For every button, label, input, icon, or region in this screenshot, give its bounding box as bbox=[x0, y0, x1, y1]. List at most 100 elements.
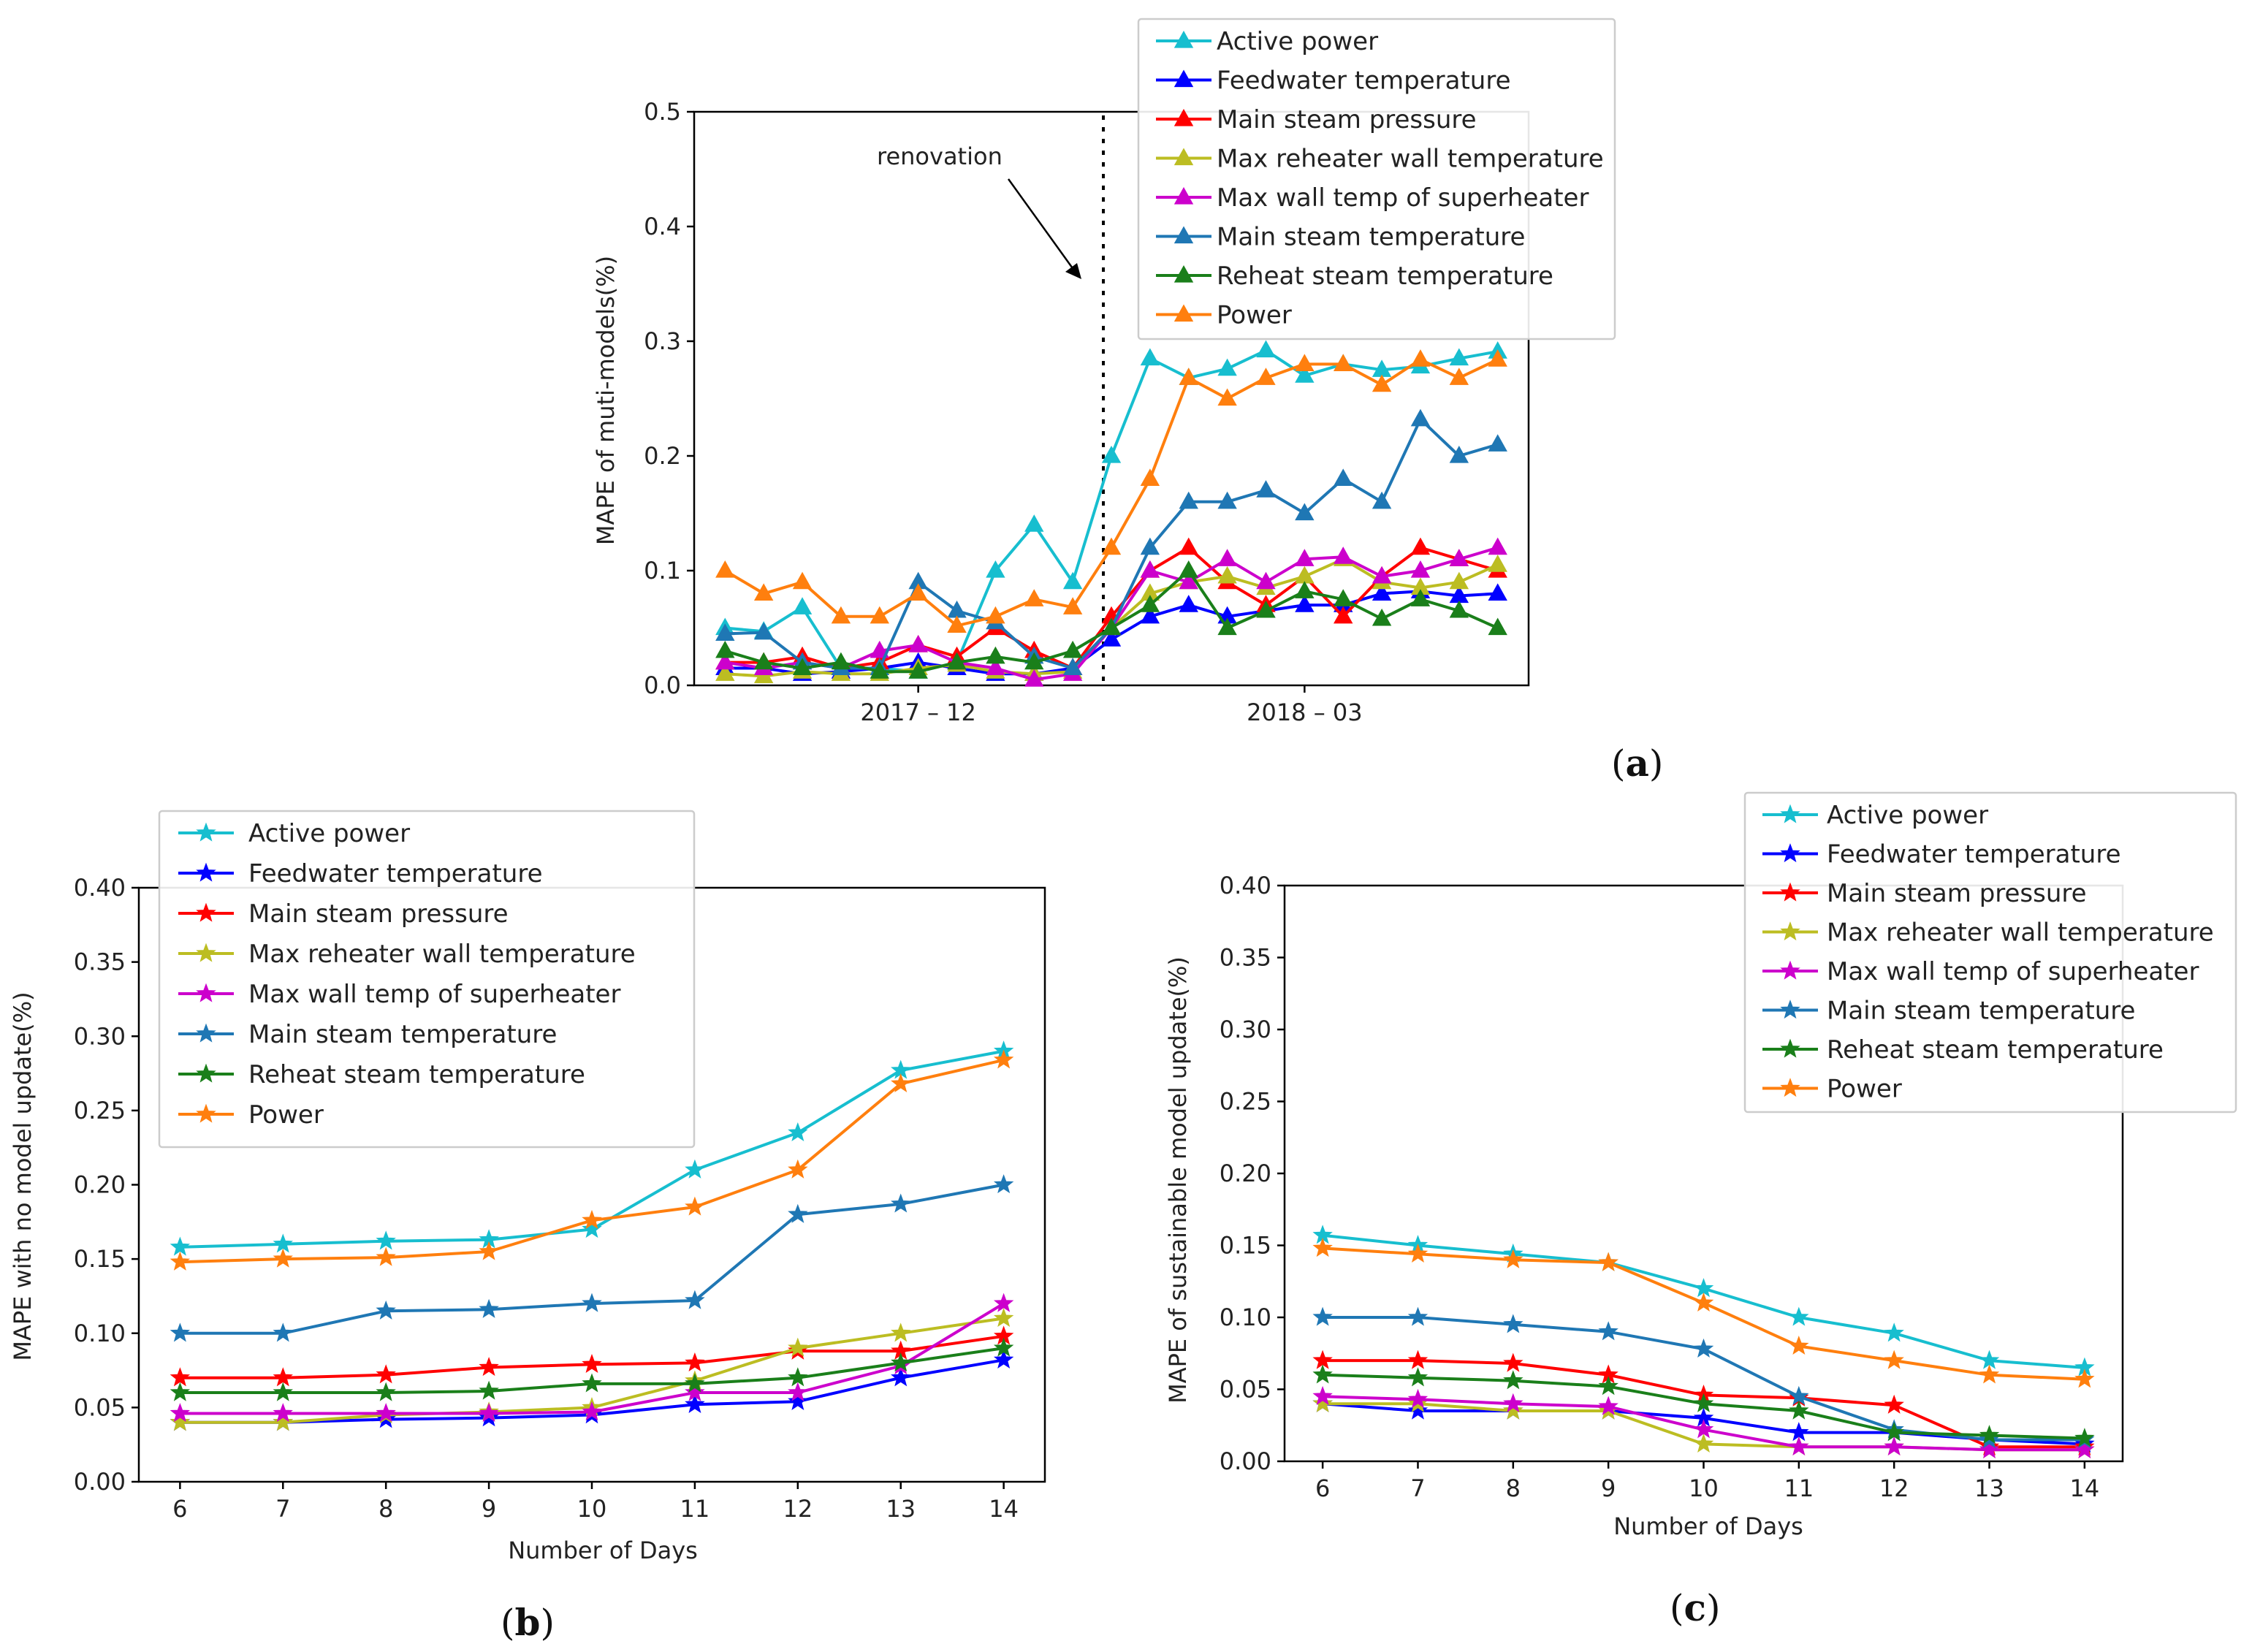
panel-c-data-point bbox=[1407, 1306, 1429, 1326]
panel-a-data-point bbox=[1140, 348, 1160, 366]
panel-b-y-tick-label: 0.20 bbox=[74, 1171, 126, 1199]
panel-a-legend-entry: Reheat steam temperature bbox=[1217, 262, 1553, 291]
panel-c-data-point bbox=[1884, 1394, 1904, 1414]
panel-b-legend-entry: Main steam temperature bbox=[248, 1020, 557, 1049]
panel-b-data-point bbox=[685, 1196, 705, 1216]
panel-b-legend-marker bbox=[196, 1023, 216, 1043]
panel-a-label: (a) bbox=[1611, 742, 1663, 785]
panel-a-legend-marker bbox=[1173, 30, 1194, 48]
panel-b-y-tick-label: 0.40 bbox=[74, 874, 126, 902]
panel-b-x-tick-label: 14 bbox=[989, 1495, 1019, 1523]
panel-a-data-point bbox=[1256, 571, 1276, 590]
panel-a-data-point bbox=[1449, 571, 1469, 590]
panel-b-data-point bbox=[582, 1353, 602, 1374]
panel-a-data-point bbox=[1295, 354, 1315, 371]
panel-b-y-tick-label: 0.05 bbox=[74, 1393, 126, 1421]
panel-a-data-point bbox=[1449, 549, 1469, 566]
panel-a-data-point bbox=[1372, 491, 1392, 509]
panel-a-legend-entry: Active power bbox=[1217, 27, 1378, 56]
panel-b-data-point bbox=[376, 1300, 396, 1320]
panel-a-data-point bbox=[1488, 349, 1507, 367]
panel-b-data-point bbox=[891, 1352, 911, 1372]
panel-c-label: (c) bbox=[1670, 1586, 1720, 1629]
renovation-arrow-line bbox=[1007, 178, 1076, 271]
panel-a-data-point bbox=[1179, 560, 1198, 578]
panel-b-legend-entry: Power bbox=[248, 1100, 324, 1130]
panel-b-y-tick-label: 0.35 bbox=[74, 948, 126, 976]
panel-b-data-point bbox=[170, 1382, 191, 1401]
panel-c-legend-entry: Max reheater wall temperature bbox=[1827, 918, 2214, 948]
panel-b-data-point bbox=[479, 1403, 499, 1423]
panel-b-legend-entry: Main steam pressure bbox=[248, 899, 509, 929]
panel-a-data-point bbox=[1410, 537, 1431, 555]
panel-a-data-point bbox=[1062, 597, 1083, 614]
panel-a-data-point bbox=[1179, 595, 1198, 612]
panel-c-y-tick-label: 0.05 bbox=[1220, 1376, 1271, 1404]
panel-c-x-tick-label: 10 bbox=[1689, 1474, 1719, 1502]
panel-a-data-point bbox=[1101, 629, 1122, 647]
panel-b-legend-entry: Max reheater wall temperature bbox=[248, 940, 636, 969]
panel-b-data-point bbox=[479, 1380, 499, 1400]
panel-a-data-point bbox=[792, 597, 813, 614]
panel-a-data-point bbox=[792, 658, 813, 676]
panel-c-data-point bbox=[2074, 1369, 2095, 1388]
panel-b-data-point bbox=[993, 1337, 1014, 1357]
panel-c-data-point bbox=[1693, 1419, 1714, 1439]
panel-b-data-point bbox=[273, 1322, 293, 1342]
panel-a-data-point bbox=[1217, 388, 1237, 406]
panel-a-data-point bbox=[1024, 652, 1044, 670]
panel-c-x-tick-label: 8 bbox=[1506, 1474, 1521, 1502]
panel-b-y-tick-label: 0.10 bbox=[74, 1320, 126, 1347]
panel-c-x-axis-label: Number of Days bbox=[1613, 1512, 1803, 1540]
panel-a-data-point bbox=[947, 652, 967, 670]
panel-b-data-point bbox=[376, 1382, 396, 1401]
panel-b-data-point bbox=[582, 1373, 602, 1393]
panel-a-y-tick-label: 0.3 bbox=[644, 327, 681, 355]
panel-a-data-point bbox=[1024, 514, 1044, 532]
panel-b-data-point bbox=[376, 1403, 396, 1423]
panel-b-x-tick-label: 8 bbox=[378, 1495, 393, 1523]
panel-b-legend-marker bbox=[196, 983, 216, 1002]
panel-b-data-point bbox=[788, 1159, 808, 1179]
panel-b-data-point bbox=[273, 1233, 293, 1253]
panel-b-data-point bbox=[170, 1367, 191, 1387]
panel-c-legend-marker bbox=[1780, 882, 1800, 902]
panel-b-data-point bbox=[993, 1174, 1014, 1194]
panel-a-data-point bbox=[1449, 600, 1469, 618]
panel-a-data-point bbox=[1062, 640, 1083, 658]
panel-b-data-point bbox=[685, 1352, 705, 1372]
panel-a-data-point bbox=[1024, 589, 1044, 606]
panel-b-data-point bbox=[273, 1248, 293, 1268]
panel-a-data-point bbox=[715, 663, 735, 681]
panel-c-data-point bbox=[1789, 1306, 1809, 1326]
panel-a-legend-entry: Main steam pressure bbox=[1217, 105, 1477, 134]
panel-a-data-point bbox=[1217, 491, 1237, 509]
panel-b-data-point bbox=[170, 1236, 191, 1256]
panel-a-data-point bbox=[1295, 503, 1315, 521]
panel-c-data-point bbox=[1503, 1393, 1523, 1412]
panel-a-y-tick-label: 0.0 bbox=[644, 671, 681, 699]
panel-c-legend-entry: Reheat steam temperature bbox=[1827, 1035, 2164, 1065]
panel-a-y-axis-label: MAPE of muti-models(%) bbox=[592, 256, 620, 545]
panel-c-x-tick-label: 12 bbox=[1879, 1474, 1909, 1502]
panel-c-data-point bbox=[1407, 1388, 1429, 1408]
panel-a-data-point bbox=[1372, 608, 1392, 626]
panel-a-data-point bbox=[1179, 368, 1198, 385]
panel-c-data-point bbox=[1979, 1364, 2000, 1384]
panel-a-data-point bbox=[1295, 549, 1315, 566]
panel-a-data-point bbox=[1217, 617, 1237, 636]
panel-a-data-point bbox=[1179, 571, 1198, 590]
panel-a-data-point bbox=[715, 640, 735, 658]
panel-a-data-point bbox=[1410, 589, 1431, 606]
panel-a-legend-entry: Max wall temp of superheater bbox=[1217, 183, 1589, 213]
panel-b-data-point bbox=[170, 1412, 191, 1431]
panel-a-data-point bbox=[870, 640, 889, 658]
panel-a-data-point bbox=[908, 635, 928, 652]
panel-c-data-point bbox=[1979, 1425, 2000, 1444]
panel-c-data-point bbox=[1503, 1400, 1523, 1420]
panel-a-data-point bbox=[1449, 368, 1469, 385]
panel-c-x-tick-label: 14 bbox=[2070, 1474, 2100, 1502]
panel-c-data-point bbox=[1503, 1352, 1523, 1372]
panel-c-chart: MAPE of sustainable model update(%) Numb… bbox=[1164, 791, 2237, 1629]
panel-c-x-tick-label: 7 bbox=[1410, 1474, 1425, 1502]
